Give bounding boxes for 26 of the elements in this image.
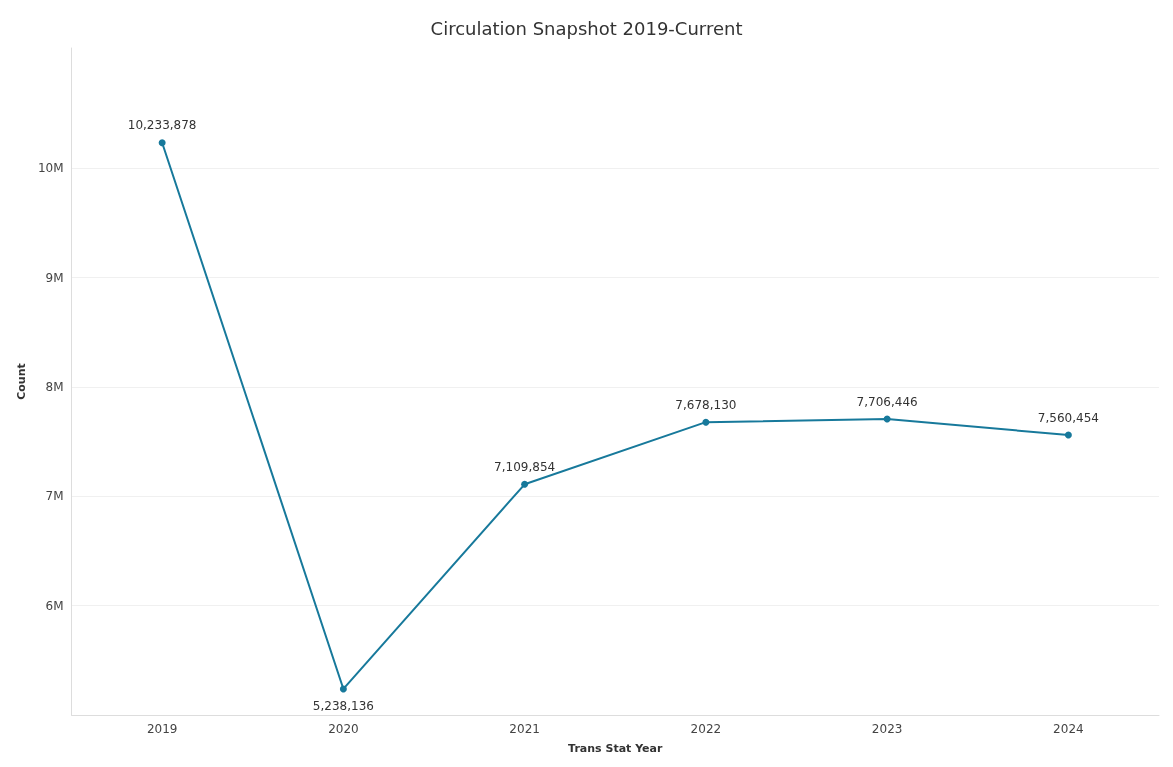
point [339, 685, 347, 693]
data-label: 7,109,854 [494, 459, 556, 474]
point [158, 139, 166, 147]
x-tick-label: 2023 [871, 722, 903, 736]
x-tick-label: 2022 [690, 722, 722, 736]
chart-title: Circulation Snapshot 2019-Current [430, 17, 743, 39]
x-tick-label: 2024 [1053, 722, 1084, 736]
x-tick-label: 2020 [328, 722, 359, 736]
point [521, 480, 529, 488]
data-label: 7,560,454 [1037, 410, 1099, 425]
point [883, 415, 891, 423]
data-label: 7,678,130 [675, 397, 737, 412]
y-tick-label: 6M [45, 598, 64, 613]
data-label: 5,238,136 [312, 699, 374, 714]
data-label: 7,706,446 [856, 394, 918, 409]
data-label: 10,233,878 [127, 118, 197, 133]
y-axis-title: Count [15, 363, 28, 400]
x-axis-title: Trans Stat Year [568, 742, 663, 755]
y-tick-label: 7M [45, 489, 64, 504]
x-tick-label: 2019 [146, 722, 178, 736]
y-tick-label: 9M [45, 270, 64, 285]
y-tick-label: 8M [45, 379, 64, 394]
x-tick-label: 2021 [509, 722, 540, 736]
y-tick-label: 10M [37, 161, 64, 176]
point [1064, 431, 1072, 439]
point [702, 418, 710, 426]
